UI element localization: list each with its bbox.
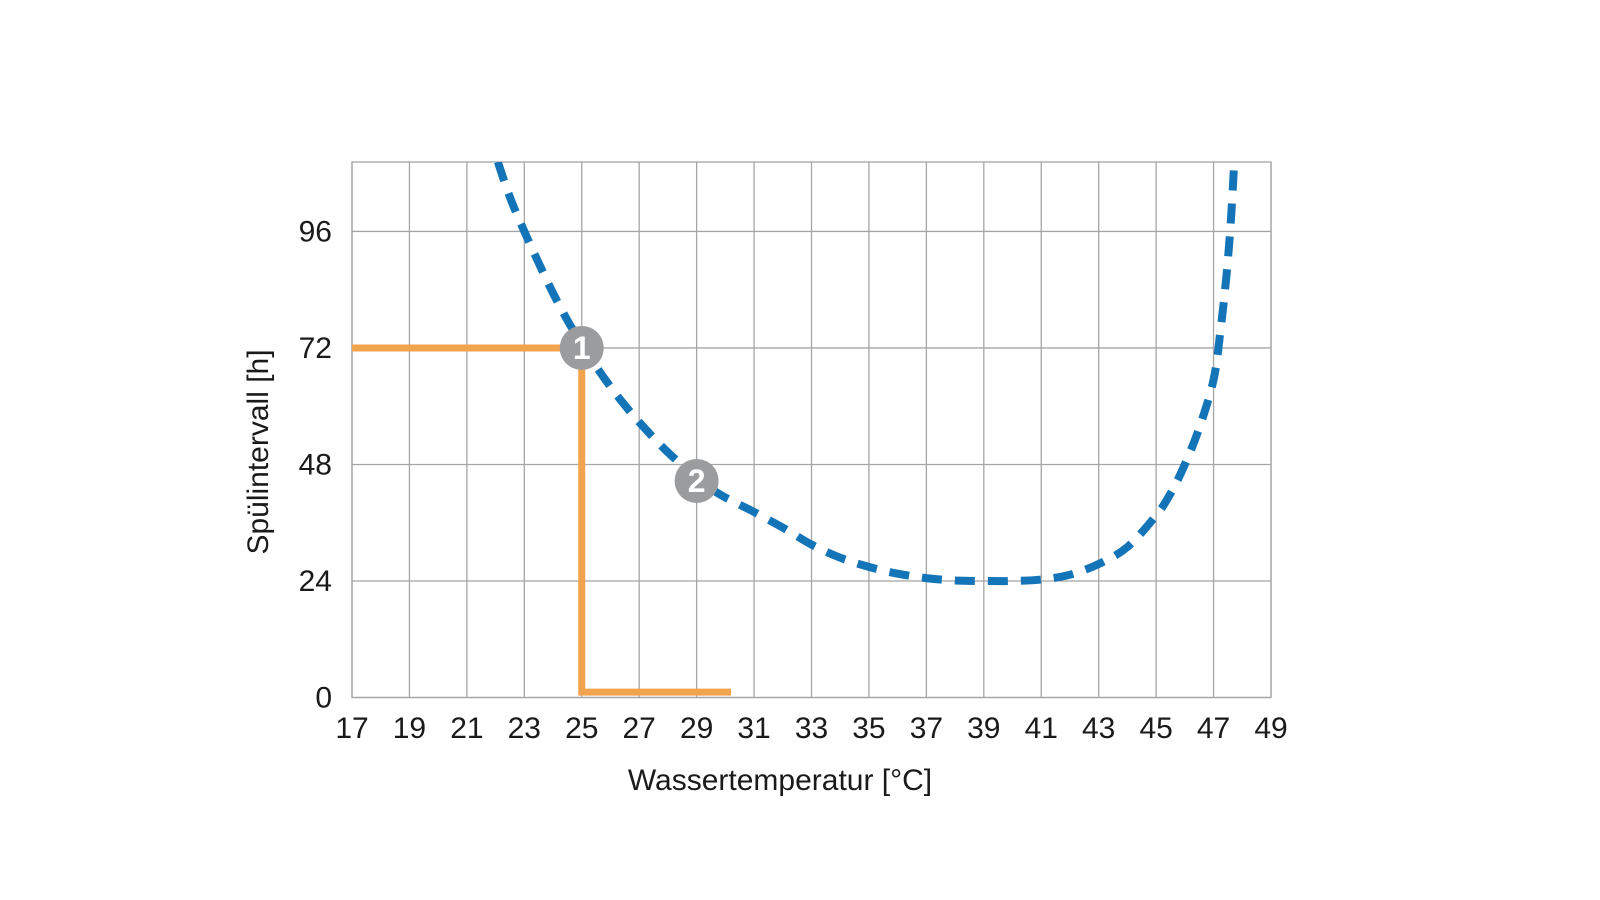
y-tick-label: 48 [299,448,332,481]
x-tick-label: 19 [393,712,426,745]
marker-number: 2 [688,463,706,499]
x-tick-label: 45 [1139,712,1172,745]
y-tick-label: 96 [299,215,332,248]
x-tick-label: 31 [737,712,770,745]
y-tick-label: 0 [315,682,332,715]
x-tick-label: 27 [623,712,656,745]
x-tick-label: 43 [1082,712,1115,745]
plot-border [351,161,1272,699]
x-tick-label: 17 [335,712,368,745]
grid-layer [351,161,1272,699]
y-axis-title: Spülintervall [h] [242,349,275,554]
x-tick-label: 39 [967,712,1000,745]
x-tick-label: 33 [795,712,828,745]
x-axis-title: Wassertemperatur [°C] [628,764,932,797]
curve-marker: 1 [559,325,604,370]
y-tick-label: 24 [299,565,332,598]
x-tick-label: 23 [508,712,541,745]
x-tick-label: 49 [1254,712,1287,745]
x-tick-label: 35 [852,712,885,745]
interval-curve [494,162,1239,586]
series-layer [352,162,1239,696]
curve-marker: 2 [674,458,719,503]
x-tick-label: 41 [1025,712,1058,745]
y-tick-label: 72 [299,332,332,365]
x-tick-label: 29 [680,712,713,745]
x-tick-label: 21 [450,712,483,745]
marker-number: 1 [573,330,591,366]
reading-aid-line [352,344,732,696]
x-tick-label: 25 [565,712,598,745]
tick-layer: 17 19 21 23 25 27 29 31 33 35 37 39 41 43 45 47 49024487… [299,215,1288,745]
marker-circle [559,325,604,370]
marker-layer: 12 [559,325,719,503]
marker-circle [674,458,719,503]
x-tick-label: 47 [1197,712,1230,745]
x-tick-label: 37 [910,712,943,745]
